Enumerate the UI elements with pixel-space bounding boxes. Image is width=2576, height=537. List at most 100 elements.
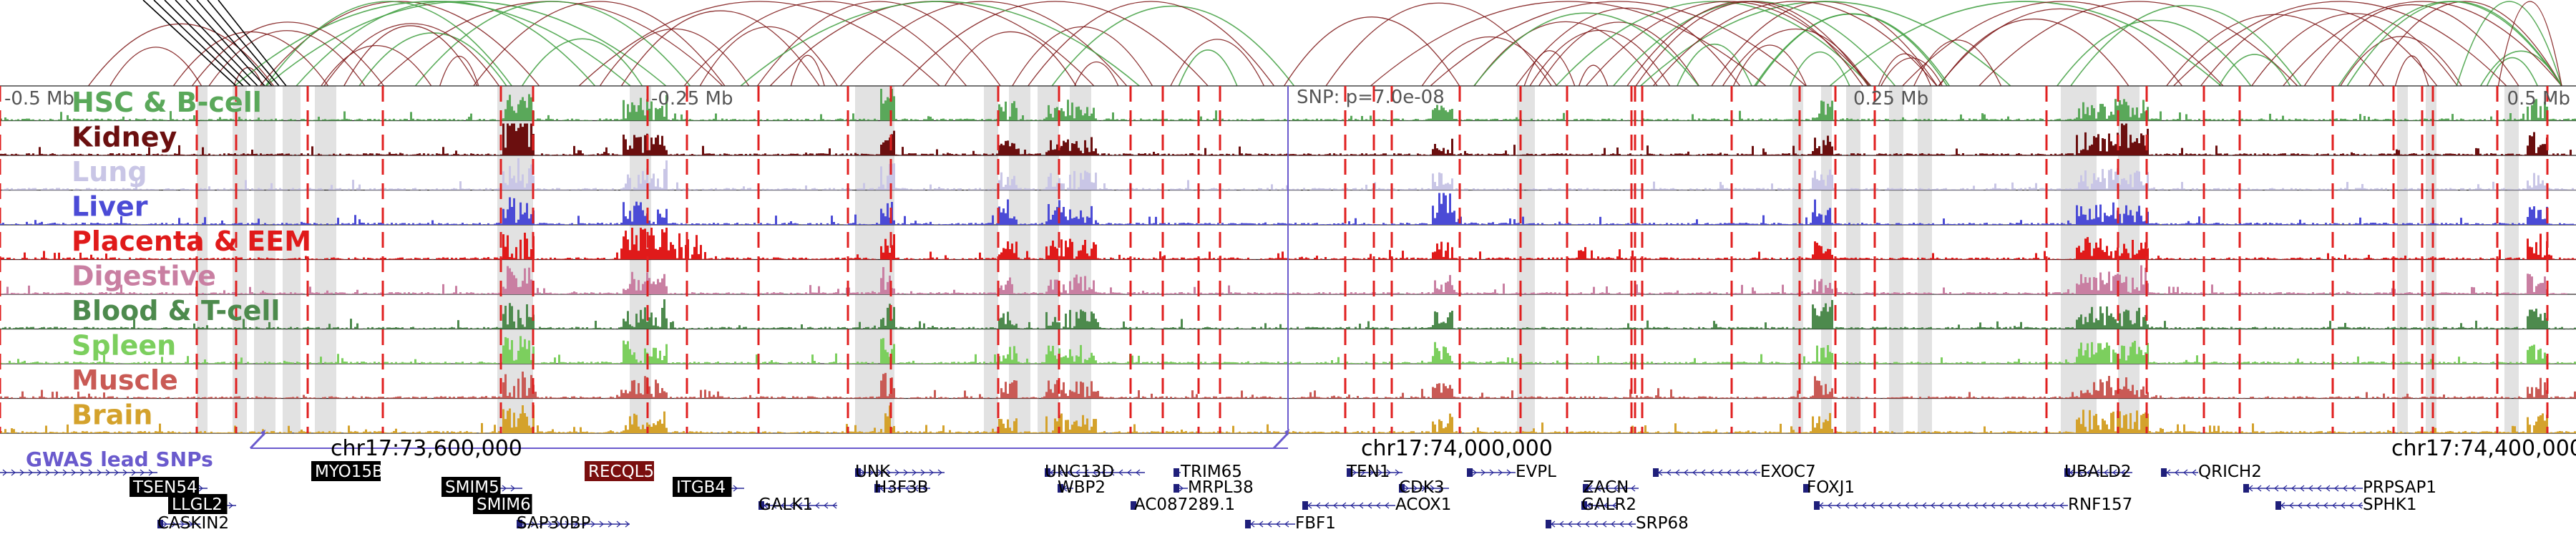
gene-acox1[interactable]: ACOX1 [1302, 495, 1451, 514]
exon [1546, 520, 1551, 528]
genomic-coordinates: chr17:73,600,000 chr17:74,000,000 chr17:… [331, 436, 2576, 461]
strand-arrow [922, 485, 927, 492]
gene-caskin2[interactable]: CASKIN2 [157, 514, 229, 533]
gene-label: CASKIN2 [157, 514, 229, 533]
strand-arrow [198, 485, 203, 492]
gene-label: ACOX1 [1395, 495, 1451, 514]
gene-itgb4[interactable]: ITGB4 [673, 477, 744, 497]
gene-sap30bp[interactable]: SAP30BP [517, 514, 630, 533]
gene-label-box [441, 477, 501, 497]
strand-arrow [2341, 502, 2346, 509]
strand-arrow [1585, 521, 1590, 528]
gene-ubald2[interactable]: UBALD2 [2064, 463, 2132, 481]
signal-1 [0, 123, 2576, 155]
strand-arrow [1595, 502, 1600, 509]
strand-arrow [2008, 502, 2013, 509]
strand-arrow [547, 521, 552, 528]
link-arc [1677, 44, 1752, 87]
strand-arrow [1701, 469, 1706, 476]
gene-qrich2[interactable]: QRICH2 [2161, 463, 2262, 481]
link-arc [1938, 18, 2129, 87]
link-arc [1755, 13, 1948, 87]
strand-arrow [2332, 502, 2337, 509]
gene-h3f3b[interactable]: H3F3B [874, 478, 930, 497]
gene-label: RNF157 [2068, 495, 2132, 514]
gene-unk[interactable]: UNK [855, 463, 945, 481]
gene-label: AC087289.1 [1134, 495, 1235, 514]
axis-label-plus-05: 0.5 Mb [2507, 88, 2570, 110]
link-arc [1640, 1, 2011, 87]
gene-wbp2[interactable]: WBP2 [1058, 478, 1106, 497]
link-arc [321, 44, 432, 87]
gene-label-box [168, 494, 228, 514]
strand-arrow [1931, 502, 1936, 509]
gene-foxj1[interactable]: FOXJ1 [1803, 478, 1855, 497]
gene-cdk3[interactable]: CDK3 [1399, 478, 1449, 497]
gene-tsen54[interactable]: TSEN54 [130, 477, 208, 497]
link-arc [265, 1, 667, 87]
gene-fbf1[interactable]: FBF1 [1245, 514, 1336, 533]
strand-arrow [1404, 485, 1409, 492]
gene-myo15b[interactable]: MYO15B [311, 461, 384, 481]
link-arc [1325, 2, 1552, 87]
track-label-9: Brain [72, 400, 152, 431]
strand-arrow [573, 521, 578, 528]
gene-rnf157[interactable]: RNF157 [1814, 495, 2132, 514]
strand-arrow [510, 485, 515, 492]
coord-73600000: chr17:73,600,000 [331, 436, 522, 461]
gene-label: UBALD2 [2064, 463, 2132, 481]
link-arc [218, 0, 287, 87]
exon [1045, 468, 1050, 477]
gene-galr2[interactable]: GALR2 [1581, 495, 1636, 514]
gene-smim6[interactable]: SMIM6 [473, 494, 532, 514]
strand-arrow [1350, 502, 1355, 509]
gene-srp68[interactable]: SRP68 [1546, 514, 1689, 533]
gene-label: RECQL5 [588, 463, 654, 481]
gene-ac087289-1[interactable]: AC087289.1 [1131, 495, 1235, 514]
strand-arrow [539, 521, 544, 528]
link-arc [2283, 1, 2562, 87]
gene-trim65[interactable]: TRIM65 [1174, 463, 1242, 481]
link-arc [1473, 21, 1658, 87]
strand-arrow [815, 502, 820, 509]
strand-arrow [1360, 469, 1365, 476]
gene-label: FOXJ1 [1807, 478, 1855, 497]
strand-arrow [2317, 485, 2322, 492]
gene-zacn[interactable]: ZACN [1583, 478, 1639, 497]
signal-9 [0, 405, 2576, 433]
gene-label: MYO15B [315, 463, 384, 481]
strand-arrow [937, 469, 942, 476]
gene-smim5[interactable]: SMIM5 [441, 477, 522, 497]
gene-label: UNC13D [1045, 463, 1114, 481]
strand-arrow [1939, 502, 1944, 509]
gene-recql5[interactable]: RECQL5 [585, 461, 654, 481]
exon [855, 468, 861, 477]
gene-label: SAP30BP [517, 514, 591, 533]
gene-ten1[interactable]: TEN1 [1346, 463, 1402, 481]
gene-mrpl38[interactable]: MRPL38 [1174, 478, 1254, 497]
strand-arrow [2051, 502, 2056, 509]
gene-evpl[interactable]: EVPL [1467, 463, 1556, 481]
gene-galk1[interactable]: GALK1 [758, 495, 837, 514]
strand-arrow [1896, 502, 1901, 509]
gene-prpsap1[interactable]: PRPSAP1 [2243, 478, 2436, 497]
gene-label-box [311, 461, 381, 481]
strand-arrow [608, 521, 613, 528]
gene-exoc7[interactable]: EXOC7 [1653, 463, 1816, 481]
signal-0 [0, 89, 2576, 121]
track-label-0: HSC & B-cell [72, 87, 262, 118]
link-arc [1578, 64, 1609, 87]
gene-sphk1[interactable]: SPHK1 [2275, 495, 2416, 514]
strand-arrow [1888, 502, 1893, 509]
strand-arrow [789, 502, 794, 509]
exon [758, 501, 764, 510]
strand-arrow [733, 485, 738, 492]
strand-arrow [1110, 469, 1115, 476]
strand-arrow [1101, 469, 1106, 476]
strand-arrow [1684, 469, 1689, 476]
gene-unc13d[interactable]: UNC13D [1045, 463, 1145, 481]
strand-arrow [1692, 469, 1697, 476]
exon [1245, 520, 1251, 528]
link-arc [2394, 55, 2429, 87]
gene-llgl2[interactable]: LLGL2 [168, 494, 236, 514]
